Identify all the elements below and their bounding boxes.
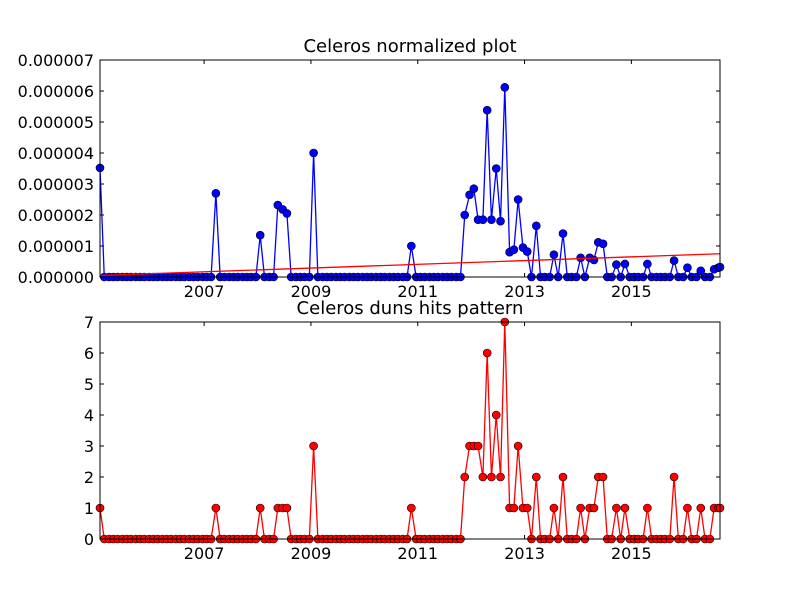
x-tick-label: 2007 xyxy=(184,544,225,563)
data-point xyxy=(482,348,492,358)
data-point xyxy=(211,503,221,513)
y-tick-label: 4 xyxy=(84,406,94,425)
chart-title: Celeros duns hits pattern xyxy=(297,298,524,319)
data-point xyxy=(282,503,292,513)
x-tick-label: 2015 xyxy=(611,544,652,563)
data-point xyxy=(620,259,630,269)
x-axis-ticks: 2007 2009 2011 2013 2015 xyxy=(184,322,652,563)
data-point xyxy=(620,503,630,513)
y-tick-label: 0 xyxy=(84,530,94,549)
data-point xyxy=(460,472,470,482)
data-point xyxy=(531,221,541,231)
data-point xyxy=(683,503,692,513)
data-point xyxy=(643,503,652,513)
data-point xyxy=(500,82,510,92)
x-tick-label: 2013 xyxy=(504,544,545,563)
data-point xyxy=(669,256,679,265)
y-tick-label: 0.000006 xyxy=(18,82,94,101)
y-axis-ticks: 0.000000 0.000001 0.000002 0.000003 0.000004… xyxy=(18,51,720,287)
data-point xyxy=(696,266,706,276)
plot-frame xyxy=(99,321,721,540)
y-tick-label: 3 xyxy=(84,437,94,456)
x-tick-label: 2011 xyxy=(397,282,438,301)
data-point xyxy=(513,195,523,204)
data-point xyxy=(509,245,519,255)
data-point xyxy=(513,441,523,451)
y-tick-label: 2 xyxy=(84,468,94,487)
series-line xyxy=(99,253,721,277)
data-point xyxy=(509,503,519,513)
data-point xyxy=(482,105,492,115)
y-tick-label: 0.000000 xyxy=(18,268,94,287)
data-point xyxy=(612,503,621,513)
data-point xyxy=(282,209,292,218)
y-tick-label: 7 xyxy=(84,313,94,332)
data-point xyxy=(255,230,265,240)
normalized-plot-panel: Celeros normalized plot 2007 2009 2011 2013… xyxy=(18,36,725,301)
data-point xyxy=(478,215,488,224)
data-point xyxy=(460,210,470,220)
data-point xyxy=(598,239,608,249)
y-tick-label: 0.000001 xyxy=(18,237,94,256)
y-tick-label: 1 xyxy=(84,499,94,518)
y-axis-ticks: 0 1 2 3 4 5 6 7 xyxy=(84,313,720,549)
y-tick-label: 0.000002 xyxy=(18,206,94,225)
data-point xyxy=(696,503,706,513)
data-point xyxy=(478,472,488,482)
data-point xyxy=(598,472,608,482)
data-point xyxy=(487,215,496,224)
duns-hits-panel: Celeros duns hits pattern 2007 2009 2011 20… xyxy=(84,298,725,563)
data-point xyxy=(558,472,568,482)
data-point xyxy=(211,189,221,198)
x-tick-label: 2013 xyxy=(504,282,545,301)
data-point xyxy=(522,503,532,513)
data-point xyxy=(407,503,416,513)
data-point xyxy=(255,503,265,513)
plot-frame xyxy=(99,59,721,278)
data-point xyxy=(473,441,483,451)
data-point xyxy=(549,503,559,513)
data-point xyxy=(309,441,318,451)
data-point xyxy=(407,241,416,251)
data-point xyxy=(589,255,599,265)
data-point xyxy=(643,259,652,269)
x-tick-label: 2007 xyxy=(184,282,225,301)
data-point xyxy=(522,247,532,256)
x-tick-label: 2015 xyxy=(611,282,652,301)
data-point xyxy=(576,253,585,263)
data-point xyxy=(309,148,318,158)
data-point xyxy=(496,472,505,482)
data-point xyxy=(496,216,505,226)
data-point xyxy=(491,410,501,420)
data-point xyxy=(549,250,559,259)
y-tick-label: 5 xyxy=(84,375,94,394)
data-point xyxy=(669,472,679,482)
data-point xyxy=(589,503,599,513)
data-point xyxy=(491,164,501,173)
data-point xyxy=(465,190,474,200)
y-tick-label: 0.000005 xyxy=(18,113,94,132)
y-tick-label: 0.000007 xyxy=(18,51,94,70)
chart-title: Celeros normalized plot xyxy=(303,36,516,57)
x-tick-label: 2011 xyxy=(397,544,438,563)
y-tick-label: 0.000003 xyxy=(18,175,94,194)
data-point xyxy=(487,472,496,482)
x-tick-label: 2009 xyxy=(291,544,332,563)
data-point xyxy=(683,263,692,273)
data-point xyxy=(531,472,541,482)
data-point xyxy=(558,229,568,238)
data-point xyxy=(612,260,621,269)
data-point xyxy=(576,503,585,513)
x-tick-label: 2009 xyxy=(291,282,332,301)
y-tick-label: 0.000004 xyxy=(18,144,94,163)
y-tick-label: 6 xyxy=(84,344,94,363)
data-point xyxy=(469,184,479,193)
